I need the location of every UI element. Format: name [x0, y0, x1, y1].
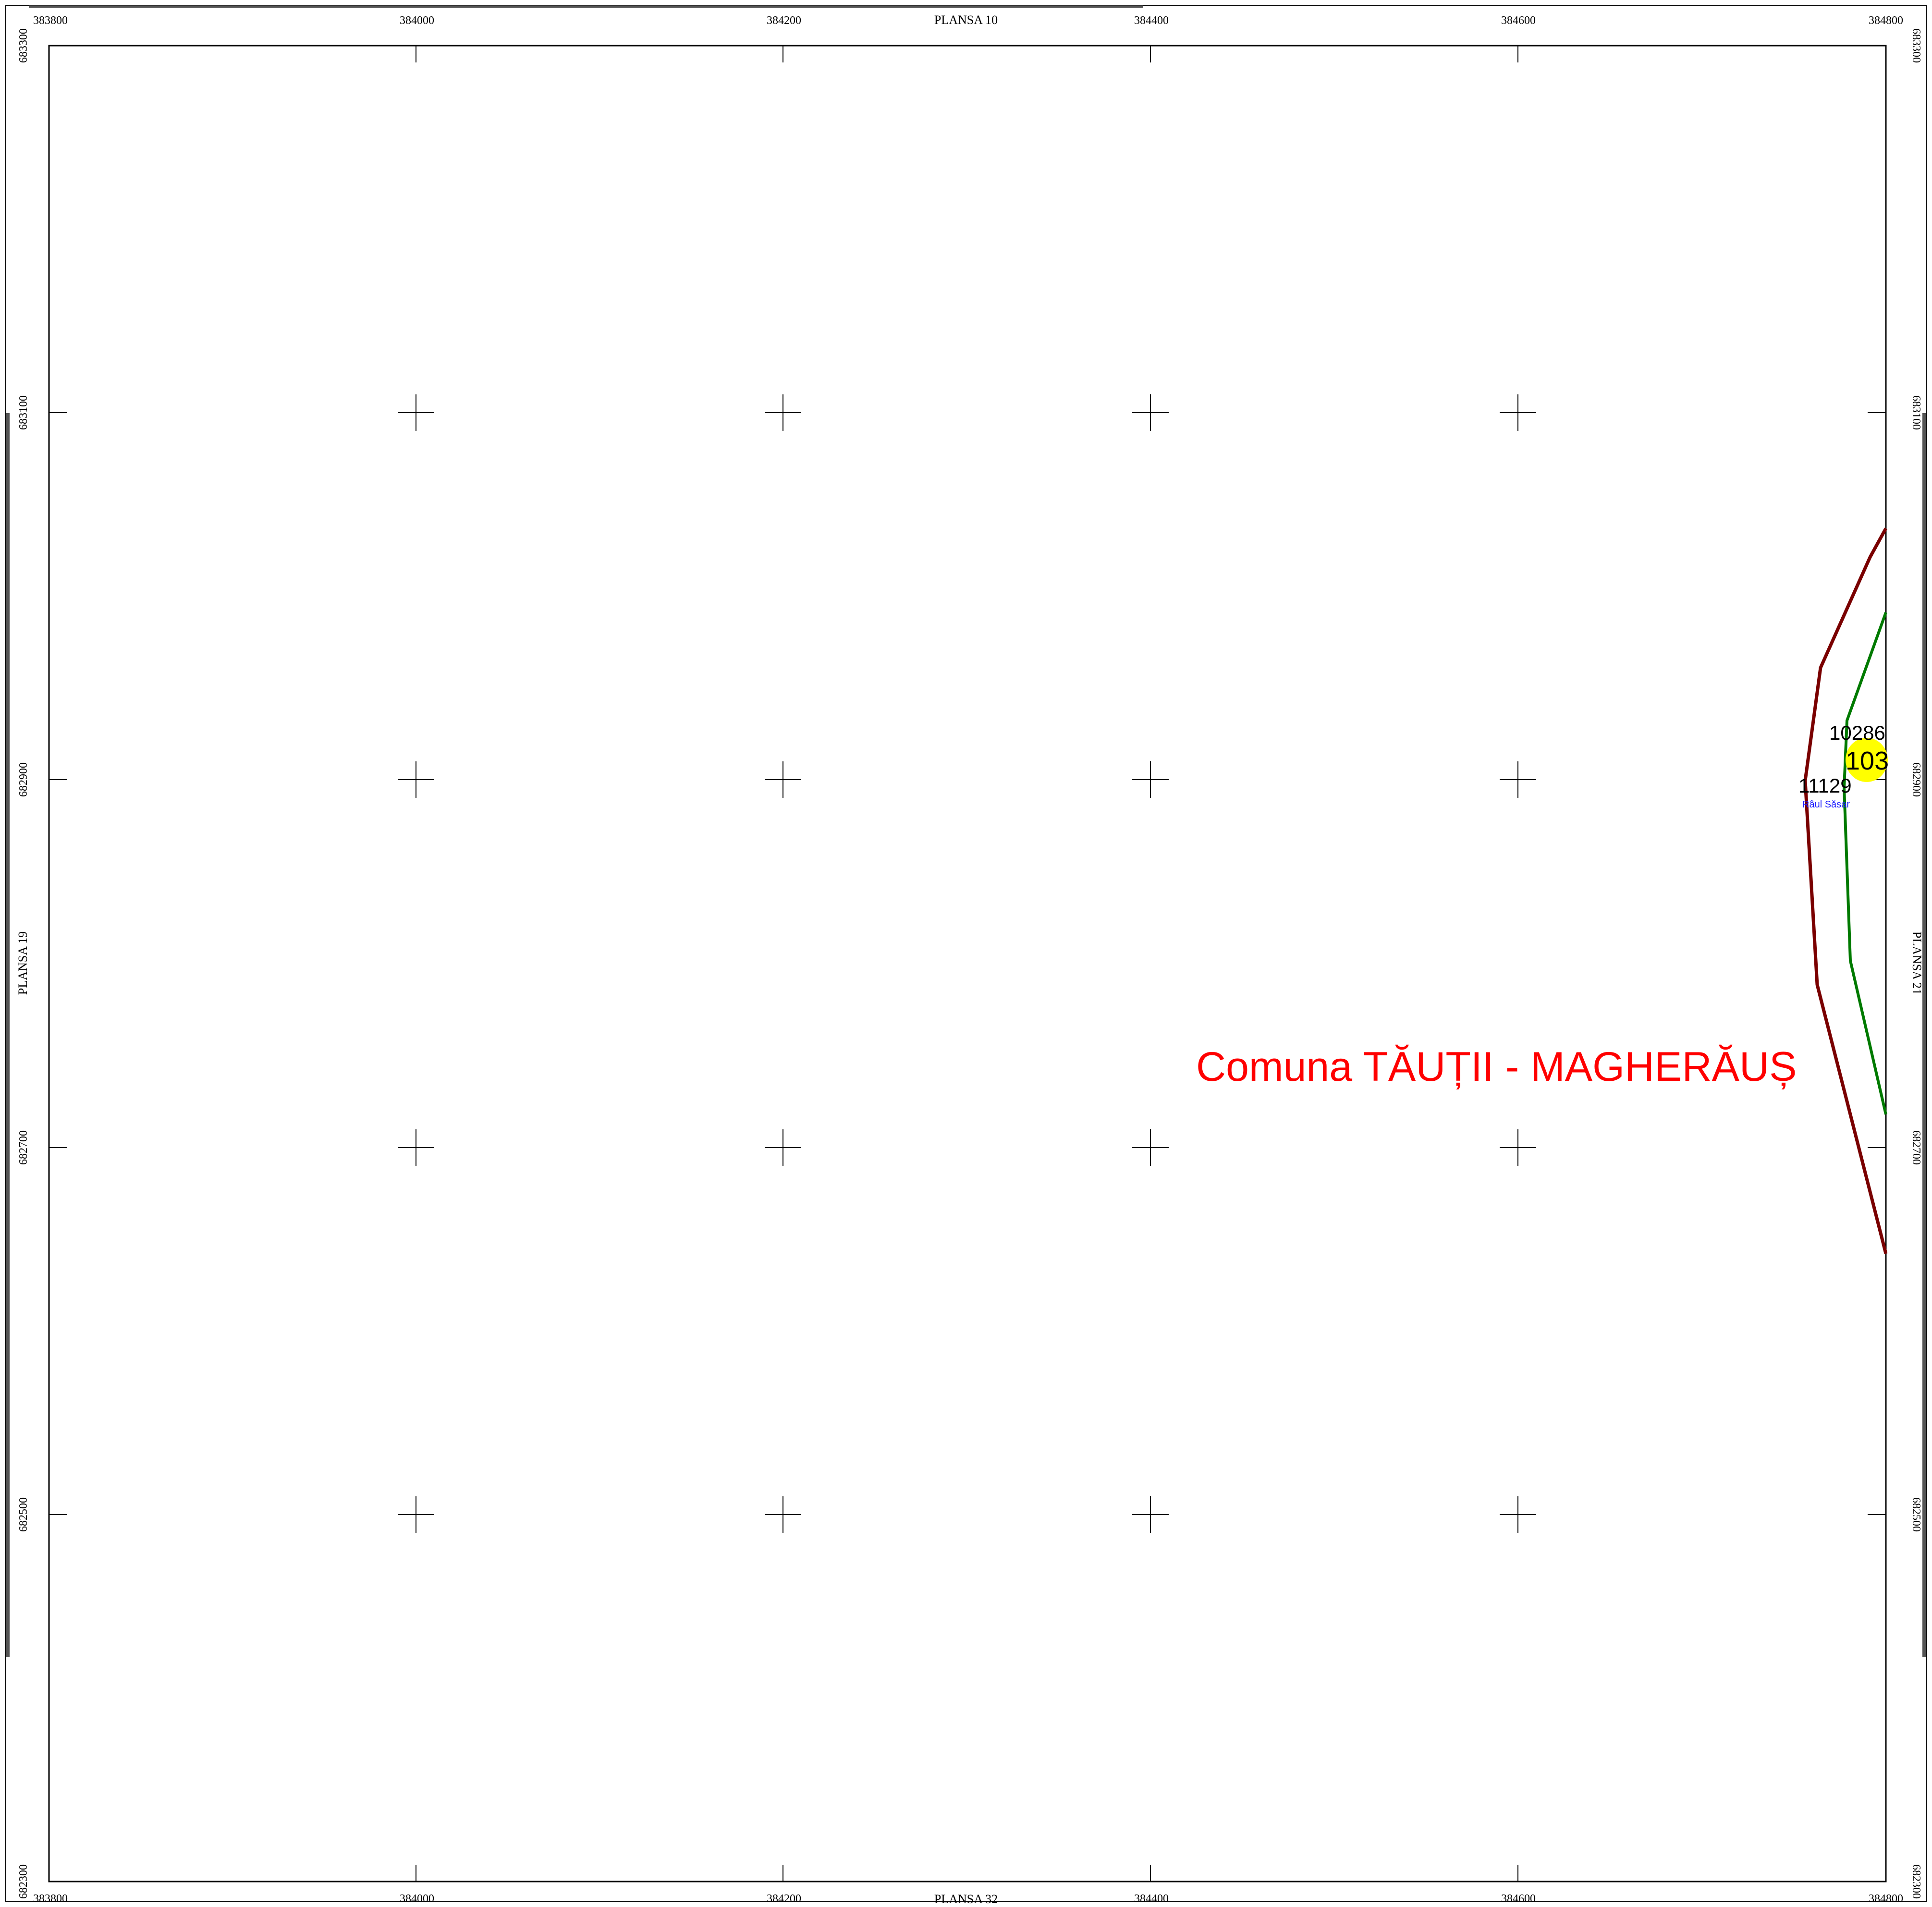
y-label-right: 682900: [1910, 762, 1922, 797]
x-label-bottom: 384600: [1501, 1893, 1536, 1905]
highlight-label: 103: [1846, 746, 1889, 775]
highlight-marker: [1846, 738, 1888, 782]
x-label-bottom: 384000: [400, 1893, 434, 1905]
x-label-top: 384000: [400, 14, 434, 27]
y-label-right: 683100: [1910, 395, 1922, 430]
x-label-bottom: 383800: [33, 1893, 68, 1905]
river-label: Râul Săsar: [1802, 799, 1850, 810]
x-label-top: 384800: [1869, 14, 1903, 27]
y-label-right: 682500: [1910, 1497, 1922, 1532]
neighbor-sheet-bottom: PLANSA 32: [934, 1892, 998, 1906]
grid-crosses: [398, 394, 1536, 1533]
y-label-left: 682300: [17, 1864, 30, 1899]
grid-ticks: [49, 46, 1886, 1882]
neighbor-sheet-top: PLANSA 10: [934, 13, 998, 27]
x-label-top: 383800: [33, 14, 68, 27]
x-label-top: 384400: [1134, 14, 1169, 27]
inner-frame: [48, 45, 1887, 1883]
y-label-right: 682300: [1910, 1864, 1922, 1899]
boundary-line-green: [1843, 611, 1887, 1115]
x-label-bottom: 384800: [1869, 1893, 1903, 1905]
boundary-line-dark-red: [1803, 527, 1888, 1254]
parcel-number-10286: 10286: [1829, 721, 1885, 744]
neighbor-sheet-right: PLANSA 21: [1910, 931, 1924, 995]
y-label-left: 682700: [17, 1130, 30, 1165]
parcel-number-11129: 11129: [1798, 774, 1852, 797]
x-label-bottom: 384200: [767, 1893, 801, 1905]
commune-label: Comuna TĂUȚII - MAGHERĂUȘ: [1196, 1044, 1797, 1090]
x-label-top: 384200: [767, 14, 801, 27]
y-label-left: 683100: [17, 395, 30, 430]
x-label-bottom: 384400: [1134, 1893, 1169, 1905]
neighbor-sheet-left: PLANSA 19: [16, 931, 30, 995]
y-label-right: 682700: [1910, 1130, 1922, 1165]
y-label-left: 682900: [17, 762, 30, 797]
y-label-left: 683300: [17, 28, 30, 63]
x-label-top: 384600: [1501, 14, 1536, 27]
y-label-right: 683300: [1910, 28, 1922, 63]
y-label-left: 682500: [17, 1497, 30, 1532]
